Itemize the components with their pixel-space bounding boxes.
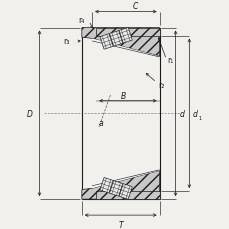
Text: B: B [120,91,125,100]
Polygon shape [109,31,122,47]
Polygon shape [109,181,122,196]
Text: r₂: r₂ [157,80,164,89]
Text: C: C [132,2,137,11]
Polygon shape [119,184,132,199]
Polygon shape [82,171,159,199]
Text: r₁: r₁ [167,56,173,65]
Text: a: a [98,118,103,127]
Polygon shape [92,39,159,57]
Polygon shape [82,28,159,57]
Polygon shape [100,178,113,193]
Text: T: T [118,220,123,229]
Polygon shape [100,35,113,50]
Polygon shape [82,36,159,191]
Polygon shape [96,191,159,199]
Polygon shape [92,170,159,188]
Text: D: D [26,109,32,118]
Text: d: d [192,109,197,118]
Text: r₃: r₃ [63,36,69,46]
Text: d: d [179,109,184,118]
Text: 1: 1 [198,116,201,121]
Text: r₄: r₄ [78,16,84,25]
Polygon shape [119,28,132,44]
Polygon shape [96,28,159,36]
